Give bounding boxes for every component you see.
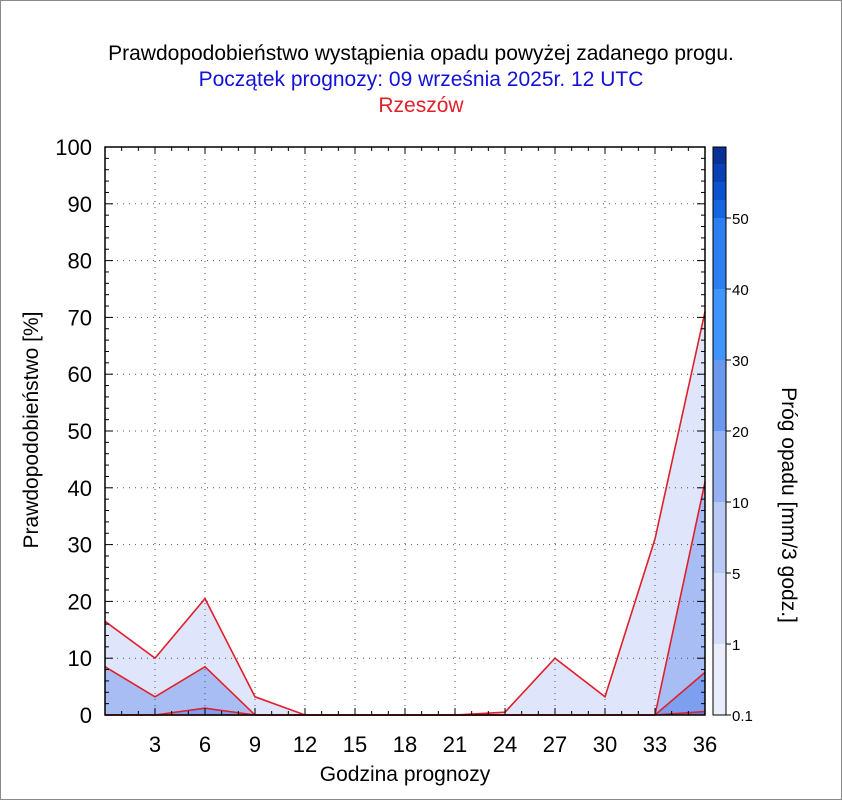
colorbar: 0.1 1 5 10 20 30 40 50 xyxy=(712,146,753,725)
colorbar-segment-9 xyxy=(713,164,726,182)
colorbar-segment-2 xyxy=(713,502,726,573)
grid-lines xyxy=(105,147,705,715)
colorbar-tick-label-0_1: 0.1 xyxy=(732,708,753,725)
colorbar-tick-label-30: 30 xyxy=(732,353,749,370)
y-axis-label: Prawdopodobieństwo [%] xyxy=(20,312,43,549)
x-tick-label-30: 30 xyxy=(593,732,617,757)
tick-labels: 3 6 9 12 15 18 21 24 27 30 33 360102030405060708090… xyxy=(55,135,717,757)
x-tick-label-6: 6 xyxy=(199,732,211,757)
x-tick-label-24: 24 xyxy=(493,732,517,757)
x-tick-label-33: 33 xyxy=(643,732,667,757)
axis-ticks xyxy=(104,146,706,716)
y-tick-label-0: 0 xyxy=(80,703,92,728)
area-threshold-0_1 xyxy=(105,311,705,715)
colorbar-segment-3 xyxy=(713,431,726,502)
y-tick-label-40: 40 xyxy=(68,476,92,501)
x-tick-label-12: 12 xyxy=(293,732,317,757)
x-tick-label-9: 9 xyxy=(249,732,261,757)
x-tick-label-18: 18 xyxy=(393,732,417,757)
colorbar-tick-label-40: 40 xyxy=(732,282,749,299)
y-tick-label-80: 80 xyxy=(68,249,92,274)
forecast-start-subtitle: Początek prognozy: 09 września 2025r. 12… xyxy=(198,68,644,91)
x-axis-label: Godzina prognozy xyxy=(320,763,491,786)
y-tick-label-10: 10 xyxy=(68,646,92,671)
x-tick-label-3: 3 xyxy=(149,732,161,757)
y-tick-label-90: 90 xyxy=(68,192,92,217)
colorbar-tick-label-10: 10 xyxy=(732,495,749,512)
x-tick-label-21: 21 xyxy=(443,732,467,757)
y-tick-label-100: 100 xyxy=(55,135,92,160)
y-tick-label-70: 70 xyxy=(68,305,92,330)
x-tick-label-27: 27 xyxy=(543,732,567,757)
colorbar-segment-1 xyxy=(713,573,726,644)
y-tick-label-20: 20 xyxy=(68,589,92,614)
colorbar-tick-label-50: 50 xyxy=(732,211,749,228)
location-label: Rzeszów xyxy=(378,94,464,117)
colorbar-segment-6 xyxy=(713,218,726,289)
y-tick-label-50: 50 xyxy=(68,419,92,444)
colorbar-tick-label-5: 5 xyxy=(732,566,740,583)
colorbar-segment-0 xyxy=(713,644,726,715)
x-tick-label-36: 36 xyxy=(693,732,717,757)
y-tick-label-30: 30 xyxy=(68,533,92,558)
colorbar-segment-4 xyxy=(713,360,726,431)
colorbar-tick-label-20: 20 xyxy=(732,424,749,441)
colorbar-segment-7 xyxy=(713,200,726,218)
colorbar-label: Próg opadu [mm/3 godz.] xyxy=(777,387,800,623)
y-tick-label-60: 60 xyxy=(68,362,92,387)
colorbar-tick-label-1: 1 xyxy=(732,637,740,654)
chart-title: Prawdopodobieństwo wystąpienia opadu pow… xyxy=(108,42,734,65)
colorbar-segment-10 xyxy=(713,147,726,164)
colorbar-segment-8 xyxy=(713,182,726,200)
x-tick-label-15: 15 xyxy=(343,732,367,757)
colorbar-segment-5 xyxy=(713,289,726,360)
